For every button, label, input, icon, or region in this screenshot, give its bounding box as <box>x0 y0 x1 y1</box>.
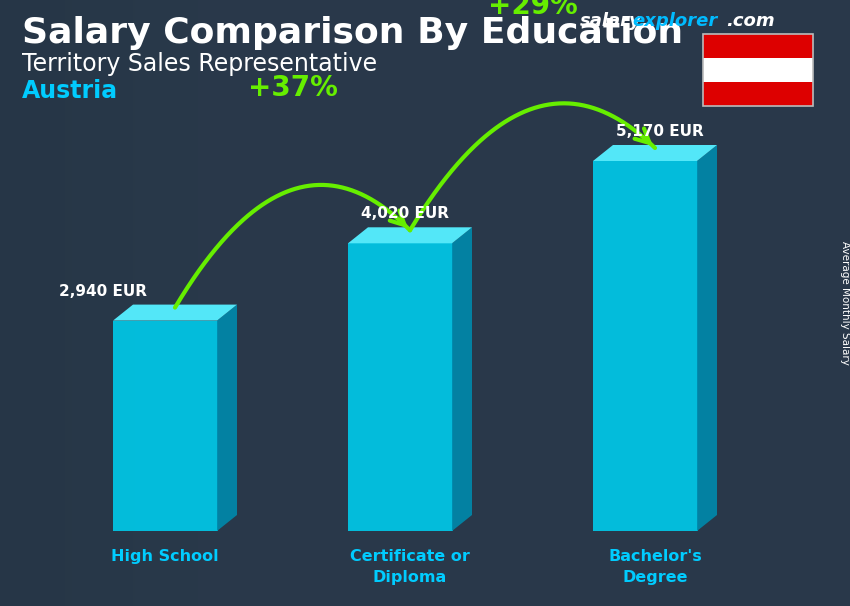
Bar <box>593 161 698 531</box>
Text: Austria: Austria <box>22 79 118 103</box>
Text: 5,170 EUR: 5,170 EUR <box>616 124 704 139</box>
Text: +29%: +29% <box>488 0 577 20</box>
Text: Territory Sales Representative: Territory Sales Representative <box>22 52 377 76</box>
Bar <box>703 58 813 82</box>
Bar <box>703 34 813 106</box>
Polygon shape <box>217 305 237 531</box>
Text: Salary Comparison By Education: Salary Comparison By Education <box>22 16 683 50</box>
Text: salary: salary <box>580 12 642 30</box>
Bar <box>703 82 813 106</box>
Polygon shape <box>593 145 717 161</box>
Text: Average Monthly Salary: Average Monthly Salary <box>840 241 850 365</box>
Text: 4,020 EUR: 4,020 EUR <box>361 206 449 221</box>
Polygon shape <box>697 145 717 531</box>
Text: +37%: +37% <box>247 75 337 102</box>
Bar <box>703 34 813 58</box>
Text: .com: .com <box>726 12 774 30</box>
Text: Bachelor's
Degree: Bachelor's Degree <box>608 549 702 585</box>
Polygon shape <box>348 227 472 243</box>
Text: High School: High School <box>111 549 218 564</box>
Text: explorer: explorer <box>632 12 717 30</box>
Text: Certificate or
Diploma: Certificate or Diploma <box>350 549 470 585</box>
Bar <box>348 243 453 531</box>
Bar <box>113 321 218 531</box>
Polygon shape <box>452 227 472 531</box>
Polygon shape <box>113 305 237 321</box>
Text: 2,940 EUR: 2,940 EUR <box>59 284 147 299</box>
